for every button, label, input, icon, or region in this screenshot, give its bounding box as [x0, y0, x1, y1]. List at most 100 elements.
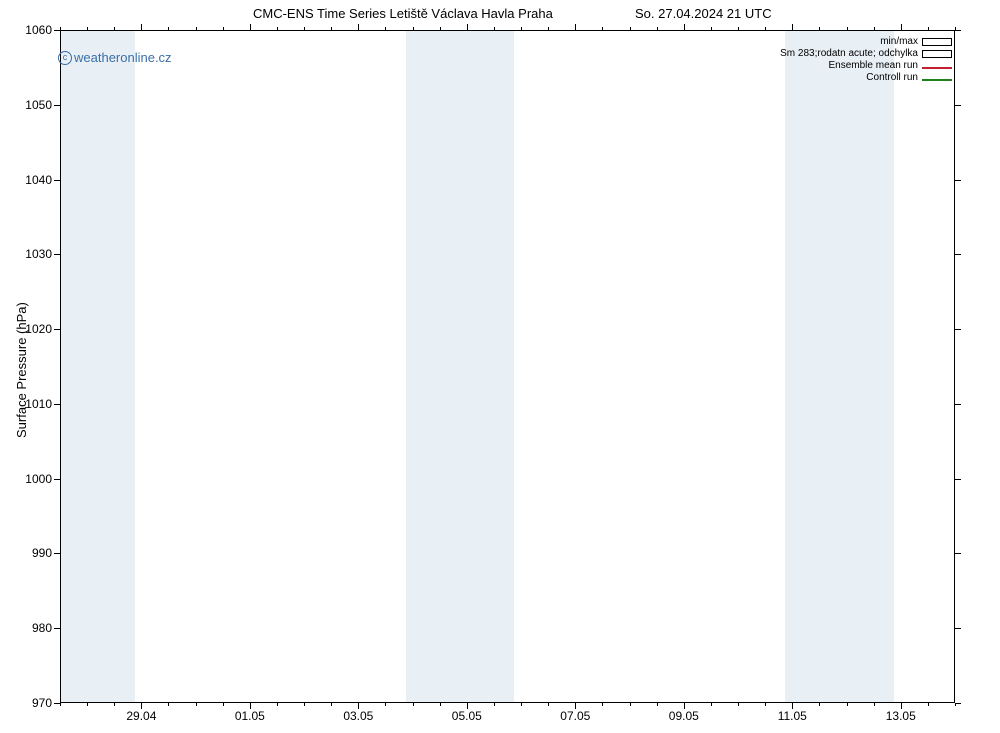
x-minor-tick: [874, 27, 875, 30]
x-minor-tick: [928, 27, 929, 30]
y-tick-mark: [54, 329, 60, 330]
x-tick-label: 07.05: [560, 709, 590, 723]
weekend-band: [785, 30, 893, 703]
x-minor-tick: [602, 703, 603, 706]
y-tick-label: 1040: [20, 173, 52, 187]
y-tick-mark: [955, 254, 961, 255]
y-tick-mark: [955, 329, 961, 330]
x-minor-tick: [657, 27, 658, 30]
x-tick-mark: [467, 24, 468, 30]
legend-item: Controll run: [780, 72, 952, 84]
x-minor-tick: [331, 27, 332, 30]
x-tick-mark: [684, 24, 685, 30]
y-tick-mark: [955, 404, 961, 405]
x-minor-tick: [847, 703, 848, 706]
weekend-band: [406, 30, 514, 703]
x-minor-tick: [657, 703, 658, 706]
x-minor-tick: [630, 703, 631, 706]
x-tick-mark: [792, 703, 793, 709]
x-minor-tick: [602, 27, 603, 30]
x-minor-tick: [223, 27, 224, 30]
legend-label: Ensemble mean run: [829, 60, 919, 72]
y-tick-mark: [54, 553, 60, 554]
x-minor-tick: [114, 27, 115, 30]
y-tick-label: 990: [20, 546, 52, 560]
x-minor-tick: [87, 703, 88, 706]
legend: min/maxSm 283;rodatn acute; odchylkaEnse…: [780, 36, 952, 84]
x-minor-tick: [440, 27, 441, 30]
x-minor-tick: [711, 27, 712, 30]
y-tick-label: 1050: [20, 98, 52, 112]
y-tick-mark: [955, 30, 961, 31]
x-minor-tick: [331, 703, 332, 706]
legend-label: Sm 283;rodatn acute; odchylka: [780, 48, 918, 60]
chart-title-left: CMC-ENS Time Series Letiště Václava Havl…: [253, 6, 553, 21]
y-tick-label: 1010: [20, 397, 52, 411]
x-minor-tick: [548, 703, 549, 706]
x-tick-mark: [358, 703, 359, 709]
x-minor-tick: [711, 703, 712, 706]
x-minor-tick: [60, 27, 61, 30]
legend-item: min/max: [780, 36, 952, 48]
x-minor-tick: [494, 703, 495, 706]
x-tick-mark: [575, 703, 576, 709]
legend-swatch: [922, 38, 952, 46]
y-tick-label: 1060: [20, 23, 52, 37]
x-minor-tick: [223, 703, 224, 706]
x-minor-tick: [494, 27, 495, 30]
y-axis-right-line: [954, 30, 955, 703]
plot-top-line: [60, 30, 955, 31]
x-minor-tick: [928, 703, 929, 706]
x-minor-tick: [955, 703, 956, 706]
watermark-text: weatheronline.cz: [74, 50, 172, 65]
x-minor-tick: [168, 27, 169, 30]
x-tick-mark: [901, 24, 902, 30]
x-tick-label: 29.04: [126, 709, 156, 723]
x-minor-tick: [304, 703, 305, 706]
x-minor-tick: [738, 703, 739, 706]
x-minor-tick: [630, 27, 631, 30]
x-minor-tick: [819, 27, 820, 30]
legend-swatch: [922, 79, 952, 81]
y-tick-mark: [955, 479, 961, 480]
x-tick-label: 05.05: [452, 709, 482, 723]
y-tick-mark: [54, 479, 60, 480]
legend-swatch: [922, 50, 952, 58]
y-tick-mark: [955, 553, 961, 554]
watermark: c weatheronline.cz: [58, 50, 172, 65]
x-minor-tick: [60, 703, 61, 706]
copyright-icon: c: [58, 51, 72, 65]
x-tick-label: 11.05: [778, 709, 807, 723]
x-tick-label: 01.05: [235, 709, 265, 723]
x-tick-mark: [901, 703, 902, 709]
x-minor-tick: [196, 27, 197, 30]
legend-label: Controll run: [866, 72, 918, 84]
x-tick-mark: [792, 24, 793, 30]
x-minor-tick: [738, 27, 739, 30]
x-tick-label: 09.05: [669, 709, 699, 723]
x-minor-tick: [521, 703, 522, 706]
y-tick-mark: [54, 180, 60, 181]
x-minor-tick: [277, 27, 278, 30]
legend-item: Ensemble mean run: [780, 60, 952, 72]
y-tick-label: 1000: [20, 472, 52, 486]
chart-title-right: So. 27.04.2024 21 UTC: [635, 6, 772, 21]
chart-container: CMC-ENS Time Series Letiště Václava Havl…: [0, 0, 1000, 733]
x-minor-tick: [385, 703, 386, 706]
x-tick-mark: [684, 703, 685, 709]
x-minor-tick: [413, 703, 414, 706]
x-tick-mark: [141, 24, 142, 30]
y-tick-mark: [54, 254, 60, 255]
y-tick-mark: [54, 30, 60, 31]
x-tick-mark: [358, 24, 359, 30]
y-tick-label: 1030: [20, 247, 52, 261]
y-tick-mark: [54, 404, 60, 405]
x-minor-tick: [440, 703, 441, 706]
x-tick-label: 13.05: [886, 709, 916, 723]
y-tick-mark: [955, 105, 961, 106]
x-minor-tick: [385, 27, 386, 30]
x-minor-tick: [521, 27, 522, 30]
x-tick-mark: [141, 703, 142, 709]
x-minor-tick: [196, 703, 197, 706]
legend-label: min/max: [880, 36, 918, 48]
